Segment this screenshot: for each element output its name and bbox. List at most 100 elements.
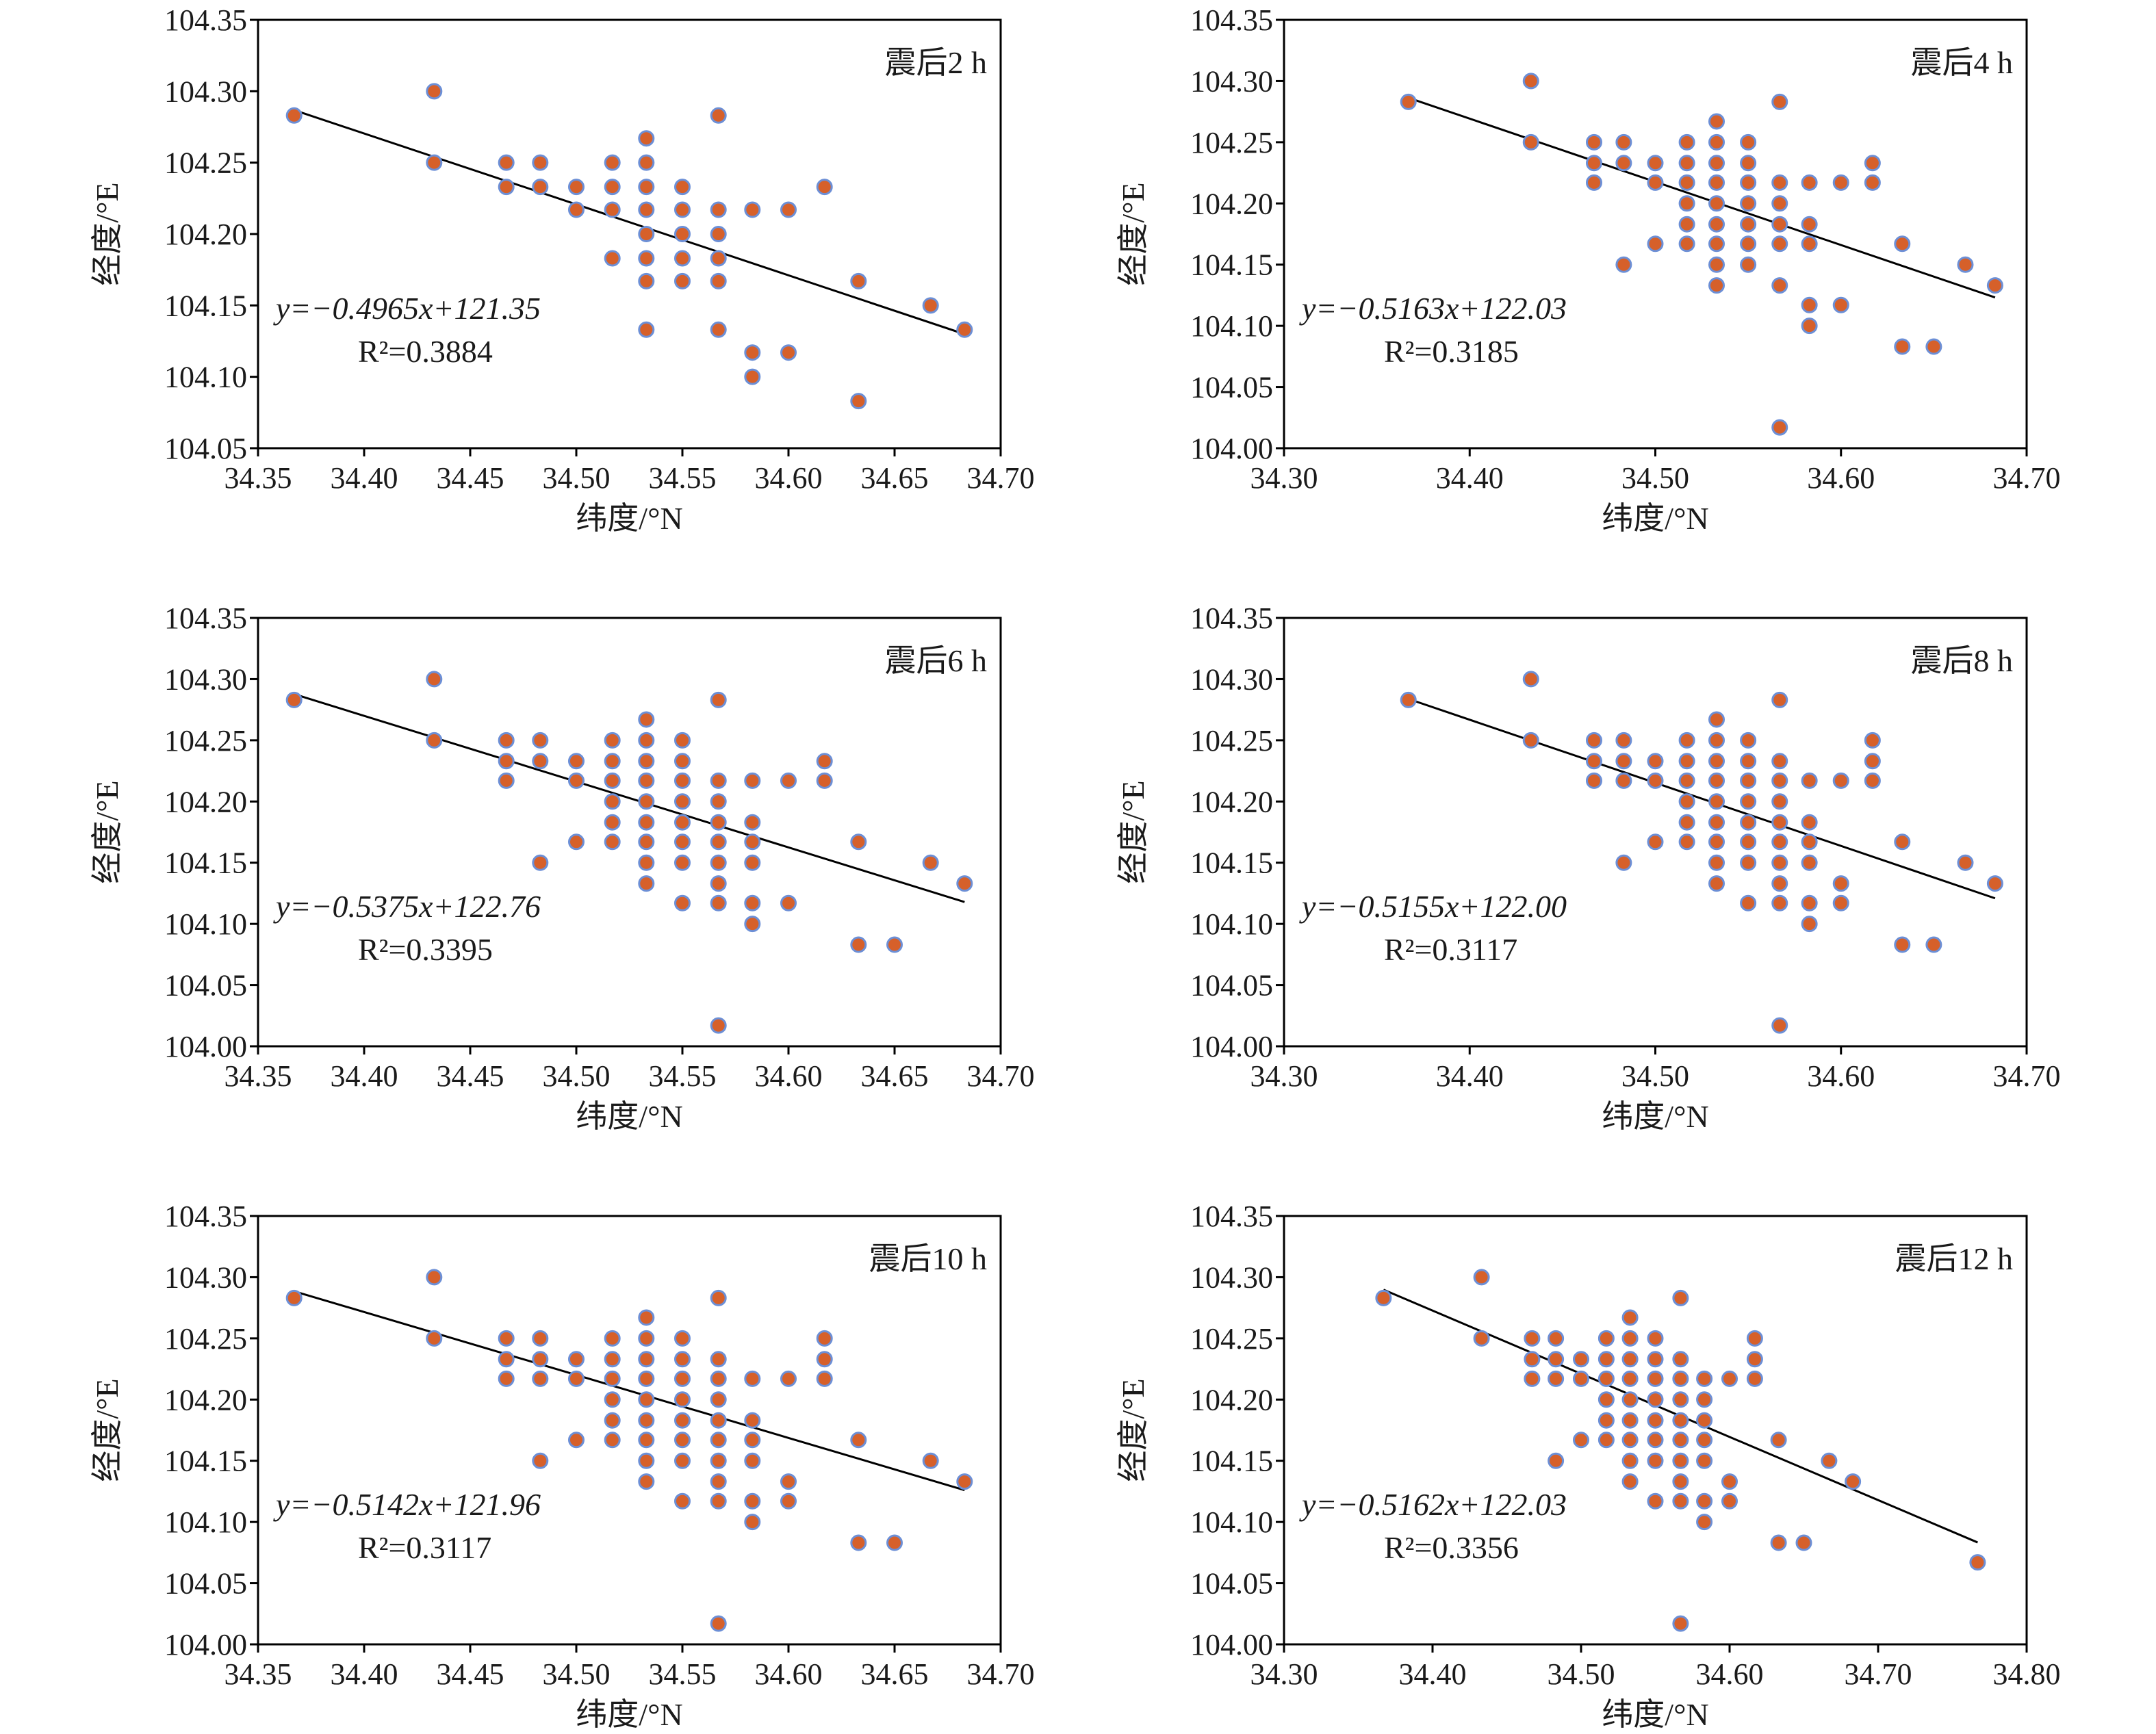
data-point xyxy=(1678,216,1695,233)
x-tick-label: 34.45 xyxy=(437,461,504,495)
data-point xyxy=(638,793,655,810)
data-point xyxy=(710,272,727,289)
x-tick-label: 34.35 xyxy=(224,1657,292,1691)
data-point xyxy=(638,1391,655,1408)
data-point xyxy=(850,1432,867,1449)
y-axis-title: 经度/°E xyxy=(1116,1378,1151,1481)
data-point xyxy=(604,154,621,171)
data-point xyxy=(1740,174,1757,191)
data-point xyxy=(744,1432,761,1449)
data-point xyxy=(638,854,655,871)
data-point xyxy=(1957,854,1974,871)
data-point xyxy=(956,875,973,892)
data-point xyxy=(816,753,833,770)
y-tick-label: 104.15 xyxy=(164,846,247,880)
data-point xyxy=(816,1370,833,1387)
y-tick-label: 104.25 xyxy=(164,1322,247,1356)
data-point xyxy=(532,154,549,171)
data-point xyxy=(1801,318,1818,335)
x-tick-label: 34.40 xyxy=(1436,1059,1504,1093)
data-point xyxy=(922,297,939,314)
y-tick-label: 104.15 xyxy=(1190,1445,1273,1478)
data-point xyxy=(744,1514,761,1531)
chart-panel-2: 34.30 34.40 34.50 34.60 34.70 104.00 104.05 104… xyxy=(1116,3,2061,536)
data-point xyxy=(532,1452,549,1469)
data-point xyxy=(1894,235,1911,253)
data-point xyxy=(710,772,727,789)
data-point xyxy=(956,321,973,338)
data-point xyxy=(1801,833,1818,851)
y-axis-title: 经度/°E xyxy=(1116,182,1151,285)
data-point xyxy=(674,1412,691,1429)
y-tick-label: 104.05 xyxy=(164,1567,247,1601)
data-point xyxy=(1708,711,1725,728)
data-point xyxy=(1647,1412,1664,1429)
x-tick-label: 34.60 xyxy=(1807,1059,1875,1093)
data-point xyxy=(638,250,655,267)
data-point xyxy=(1832,875,1849,892)
data-point xyxy=(674,732,691,749)
data-point xyxy=(1522,133,1539,151)
data-point xyxy=(1615,753,1632,770)
y-tick-label: 104.05 xyxy=(1190,969,1273,1002)
x-tick-label: 34.45 xyxy=(437,1059,504,1093)
data-point xyxy=(1647,1370,1664,1387)
r-squared: R²=0.3395 xyxy=(358,932,493,967)
trend-line xyxy=(294,693,965,903)
data-point xyxy=(1708,174,1725,191)
data-point xyxy=(1573,1370,1589,1387)
data-point xyxy=(1522,671,1539,688)
data-point xyxy=(1771,854,1788,871)
data-point xyxy=(1864,155,1881,172)
data-point xyxy=(1678,772,1695,789)
data-point xyxy=(1801,916,1818,933)
data-point xyxy=(638,272,655,289)
x-tick-label: 34.70 xyxy=(967,1657,1035,1691)
data-point xyxy=(532,1330,549,1347)
data-point xyxy=(1672,1412,1689,1429)
panel-label: 震后2 h xyxy=(885,45,988,80)
data-point xyxy=(1696,1514,1713,1531)
data-point xyxy=(780,894,797,911)
data-point xyxy=(1678,814,1695,831)
y-tick-label: 104.15 xyxy=(1190,846,1273,880)
data-point xyxy=(1708,772,1725,789)
data-point xyxy=(710,691,727,708)
data-point xyxy=(816,1330,833,1347)
data-point xyxy=(1986,277,2003,294)
data-point xyxy=(1597,1370,1615,1387)
x-tick-label: 34.50 xyxy=(543,1059,611,1093)
x-tick-label: 34.55 xyxy=(649,1657,717,1691)
data-point xyxy=(1573,1351,1589,1368)
data-point xyxy=(710,814,727,831)
data-point xyxy=(1771,814,1788,831)
data-point xyxy=(1375,1289,1392,1306)
data-point xyxy=(922,854,939,871)
data-point xyxy=(780,344,797,361)
y-tick-label: 104.05 xyxy=(164,432,247,465)
data-point xyxy=(1647,1351,1664,1368)
x-tick-label: 34.50 xyxy=(1548,1657,1615,1691)
data-point xyxy=(956,1473,973,1490)
data-point xyxy=(1672,1615,1689,1632)
data-point xyxy=(850,393,867,410)
data-point xyxy=(568,1432,585,1449)
x-tick-label: 34.50 xyxy=(1621,1059,1689,1093)
data-point xyxy=(1740,894,1757,911)
r-squared: R²=0.3117 xyxy=(1384,932,1517,967)
data-point xyxy=(498,753,515,770)
data-point xyxy=(1621,1370,1639,1387)
data-point xyxy=(1647,772,1664,789)
data-point xyxy=(1708,814,1725,831)
data-point xyxy=(1746,1330,1763,1347)
data-point xyxy=(604,732,621,749)
data-point xyxy=(1771,793,1788,810)
y-tick-label: 104.20 xyxy=(1190,785,1273,818)
data-point xyxy=(1708,277,1725,294)
data-point xyxy=(1621,1473,1639,1490)
data-point xyxy=(710,201,727,218)
plot-frame xyxy=(257,617,1002,1048)
y-tick-label: 104.00 xyxy=(1190,1628,1273,1661)
data-point xyxy=(638,1309,655,1326)
y-tick-label: 104.20 xyxy=(1190,1383,1273,1416)
